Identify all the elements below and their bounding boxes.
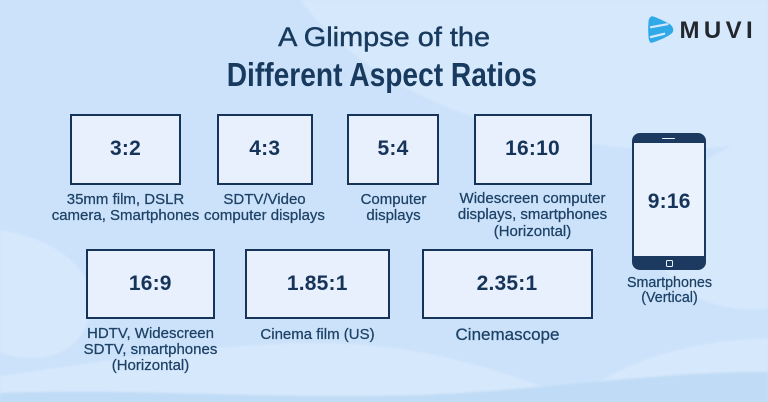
svg-text:MUVI: MUVI — [680, 17, 758, 44]
